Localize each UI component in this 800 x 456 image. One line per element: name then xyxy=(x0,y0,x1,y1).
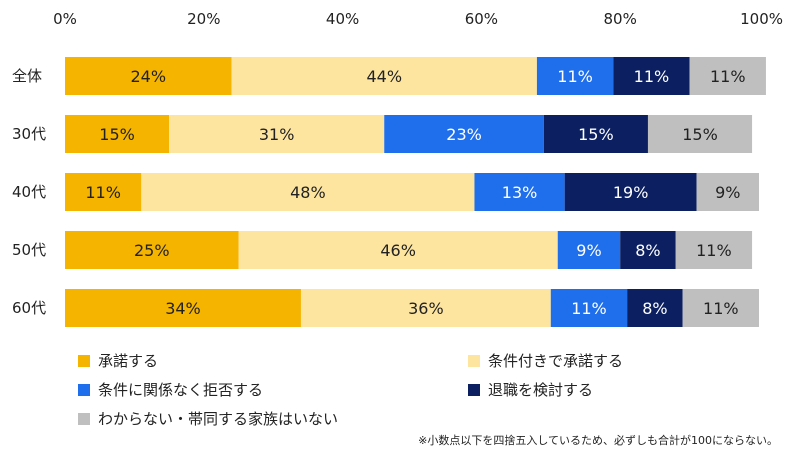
bar-segment xyxy=(474,173,565,211)
data-label: 9% xyxy=(576,241,601,260)
legend-label-conditional: 条件付きで承諾する xyxy=(488,352,624,370)
data-label: 11% xyxy=(557,67,593,86)
bar-segment xyxy=(696,173,759,211)
data-label: 19% xyxy=(613,183,649,202)
legend-label-resign: 退職を検討する xyxy=(488,381,594,399)
legend-swatch-conditional xyxy=(468,354,480,367)
data-label: 48% xyxy=(290,183,326,202)
legend-item-resign: 退職を検討する xyxy=(468,379,593,400)
x-tick-label: 100% xyxy=(740,10,783,28)
data-label: 24% xyxy=(130,67,166,86)
bar-segment xyxy=(647,115,753,153)
bar-segment xyxy=(627,289,683,327)
x-tick-label: 0% xyxy=(53,10,77,28)
data-label: 8% xyxy=(635,241,660,260)
data-label: 31% xyxy=(259,125,295,144)
legend-swatch-refuse xyxy=(78,383,90,396)
data-label: 9% xyxy=(715,183,740,202)
legend-label-accept: 承諾する xyxy=(98,352,159,370)
data-label: 15% xyxy=(682,125,718,144)
x-tick-label: 60% xyxy=(465,10,498,28)
data-label: 13% xyxy=(502,183,538,202)
bar-segment xyxy=(238,231,558,269)
bar-segment xyxy=(564,173,697,211)
legend-swatch-unknown xyxy=(78,412,90,425)
bar-segment xyxy=(169,115,385,153)
data-label: 15% xyxy=(99,125,135,144)
bar-segment xyxy=(543,115,648,153)
data-label: 25% xyxy=(134,241,170,260)
data-label: 46% xyxy=(380,241,416,260)
data-label: 44% xyxy=(366,67,402,86)
bar-segment xyxy=(675,231,753,269)
bar-segment xyxy=(689,57,766,95)
data-label: 11% xyxy=(571,299,607,318)
legend-swatch-accept xyxy=(78,354,90,367)
legend-item-conditional: 条件付きで承諾する xyxy=(468,350,623,371)
data-label: 11% xyxy=(710,67,746,86)
bar-segment xyxy=(536,57,614,95)
legend-label-unknown: わからない・帯同する家族はいない xyxy=(98,410,339,428)
legend-swatch-resign xyxy=(468,383,480,396)
x-tick-label: 80% xyxy=(604,10,637,28)
category-label: 30代 xyxy=(12,125,46,143)
bar-segment xyxy=(300,289,551,327)
data-label: 34% xyxy=(165,299,201,318)
category-label: 50代 xyxy=(12,241,46,259)
bar-segment xyxy=(384,115,544,153)
bar-segment xyxy=(682,289,759,327)
data-label: 36% xyxy=(408,299,444,318)
legend-item-accept: 承諾する xyxy=(78,350,158,371)
legend-item-unknown: わからない・帯同する家族はいない xyxy=(78,408,338,429)
bar-segment xyxy=(231,57,537,95)
bar-segment xyxy=(141,173,475,211)
data-label: 11% xyxy=(696,241,732,260)
data-label: 8% xyxy=(642,299,667,318)
data-label: 11% xyxy=(703,299,739,318)
category-label: 40代 xyxy=(12,183,46,201)
legend-item-refuse: 条件に関係なく拒否する xyxy=(78,379,263,400)
bar-segment xyxy=(550,289,628,327)
x-tick-label: 20% xyxy=(187,10,220,28)
x-tick-label: 40% xyxy=(326,10,359,28)
bar-segment xyxy=(65,173,142,211)
category-label: 全体 xyxy=(12,67,42,85)
data-label: 15% xyxy=(578,125,614,144)
bar-segment xyxy=(65,115,170,153)
bar-segment xyxy=(65,289,301,327)
footnote: ※小数点以下を四捨五入しているため、必ずしも合計が100にならない。 xyxy=(418,434,778,447)
bar-segment xyxy=(620,231,676,269)
legend-label-refuse: 条件に関係なく拒否する xyxy=(98,381,264,399)
bar-segment xyxy=(65,231,239,269)
bar-segment xyxy=(613,57,690,95)
data-label: 11% xyxy=(85,183,121,202)
category-label: 60代 xyxy=(12,299,46,317)
data-label: 11% xyxy=(634,67,670,86)
bar-segment xyxy=(65,57,232,95)
bar-segment xyxy=(557,231,621,269)
data-label: 23% xyxy=(446,125,482,144)
